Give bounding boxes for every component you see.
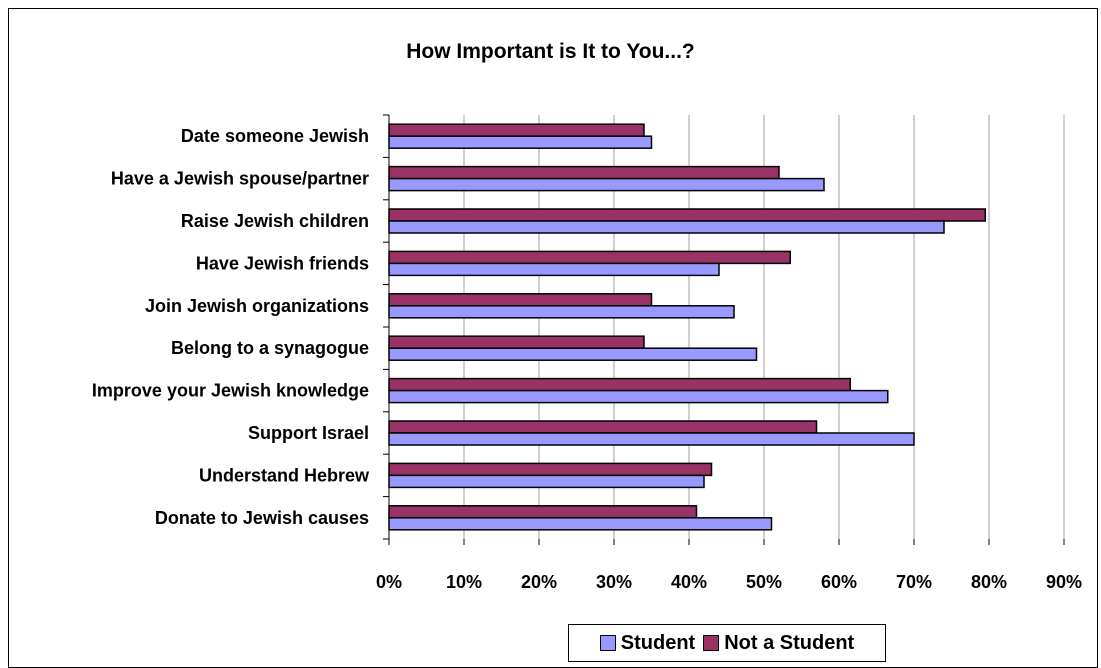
bar-student — [388, 305, 735, 319]
category-label: Donate to Jewish causes — [155, 508, 369, 528]
x-tick-label: 70% — [896, 572, 932, 592]
bar-not-a-student — [388, 250, 791, 265]
x-tick-label: 50% — [746, 572, 782, 592]
bar-not-a-student — [388, 208, 986, 222]
x-tick-label: 90% — [1046, 572, 1082, 592]
x-tick-label: 40% — [671, 572, 707, 592]
category-label: Belong to a synagogue — [171, 338, 369, 358]
legend-swatch-student — [599, 635, 616, 651]
category-label: Support Israel — [248, 423, 369, 443]
category-label: Raise Jewish children — [181, 211, 369, 231]
legend: Student Not a Student — [568, 624, 886, 662]
category-label: Understand Hebrew — [199, 465, 370, 485]
bar-student — [388, 220, 945, 234]
bar-student — [388, 432, 915, 446]
bar-student — [388, 347, 758, 361]
bar-not-a-student — [388, 462, 713, 477]
bar-student — [388, 517, 773, 531]
bar-not-a-student — [388, 505, 698, 519]
category-label: Date someone Jewish — [181, 126, 369, 146]
x-tick-label: 80% — [971, 572, 1007, 592]
bar-student — [388, 262, 720, 277]
legend-label-student: Student — [620, 631, 696, 654]
bar-not-a-student — [388, 377, 851, 392]
axes — [383, 114, 1065, 545]
chart-title: How Important is It to You...? — [406, 40, 695, 63]
legend-item-not-a-student: Not a Student — [703, 632, 854, 655]
bar-not-a-student — [388, 165, 780, 180]
x-tick-label: 10% — [446, 572, 482, 592]
legend-item-student: Student — [599, 631, 696, 655]
x-tick-label: 30% — [596, 572, 632, 592]
category-label: Have a Jewish spouse/partner — [111, 169, 369, 189]
bar-not-a-student — [388, 420, 818, 434]
bar-not-a-student — [388, 123, 645, 137]
bars — [388, 123, 986, 531]
x-tick-label: 0% — [376, 572, 402, 592]
category-label: Improve your Jewish knowledge — [92, 381, 369, 401]
x-tick-label: 60% — [821, 572, 857, 592]
bar-student — [388, 135, 653, 149]
legend-label-not-a-student: Not a Student — [724, 631, 855, 654]
category-labels: Date someone Jewish Have a Jewish spouse/… — [92, 126, 370, 528]
category-label: Join Jewish organizations — [145, 296, 369, 316]
bar-not-a-student — [388, 293, 653, 307]
bar-not-a-student — [388, 335, 645, 349]
tick-labels: 0% 10% 20% 30% 40% 50% 60% 70% 80% 90% — [376, 572, 1082, 592]
bar-student — [388, 474, 705, 489]
bar-student — [388, 389, 889, 404]
category-label: Have Jewish friends — [196, 253, 369, 273]
x-tick-label: 20% — [521, 572, 557, 592]
bar-student — [388, 177, 825, 192]
legend-swatch-not-a-student — [703, 635, 720, 651]
